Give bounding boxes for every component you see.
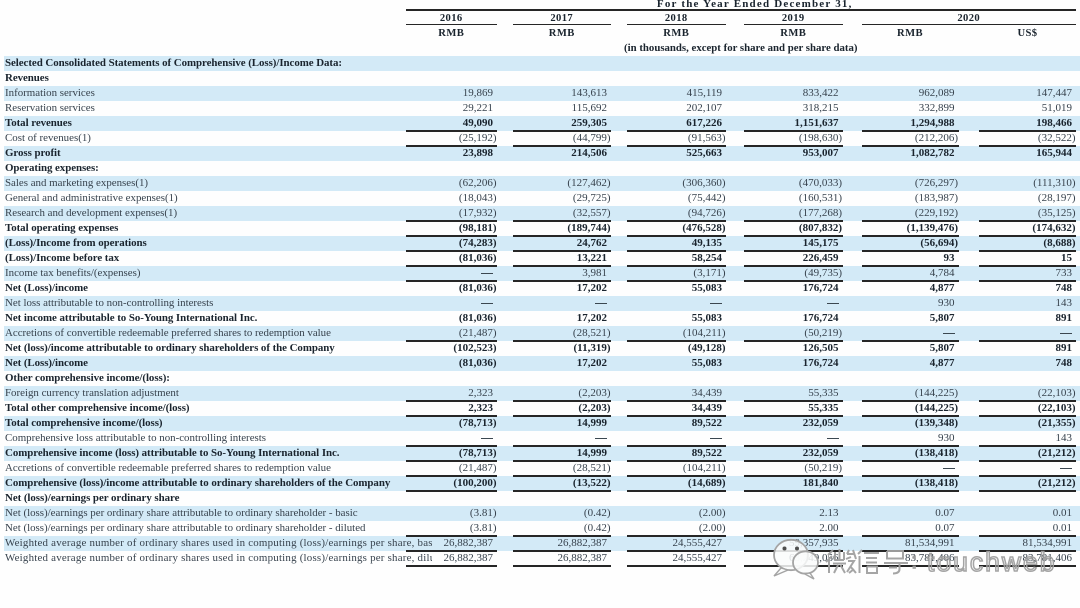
svg-text:touchweb: touchweb (927, 547, 1056, 577)
